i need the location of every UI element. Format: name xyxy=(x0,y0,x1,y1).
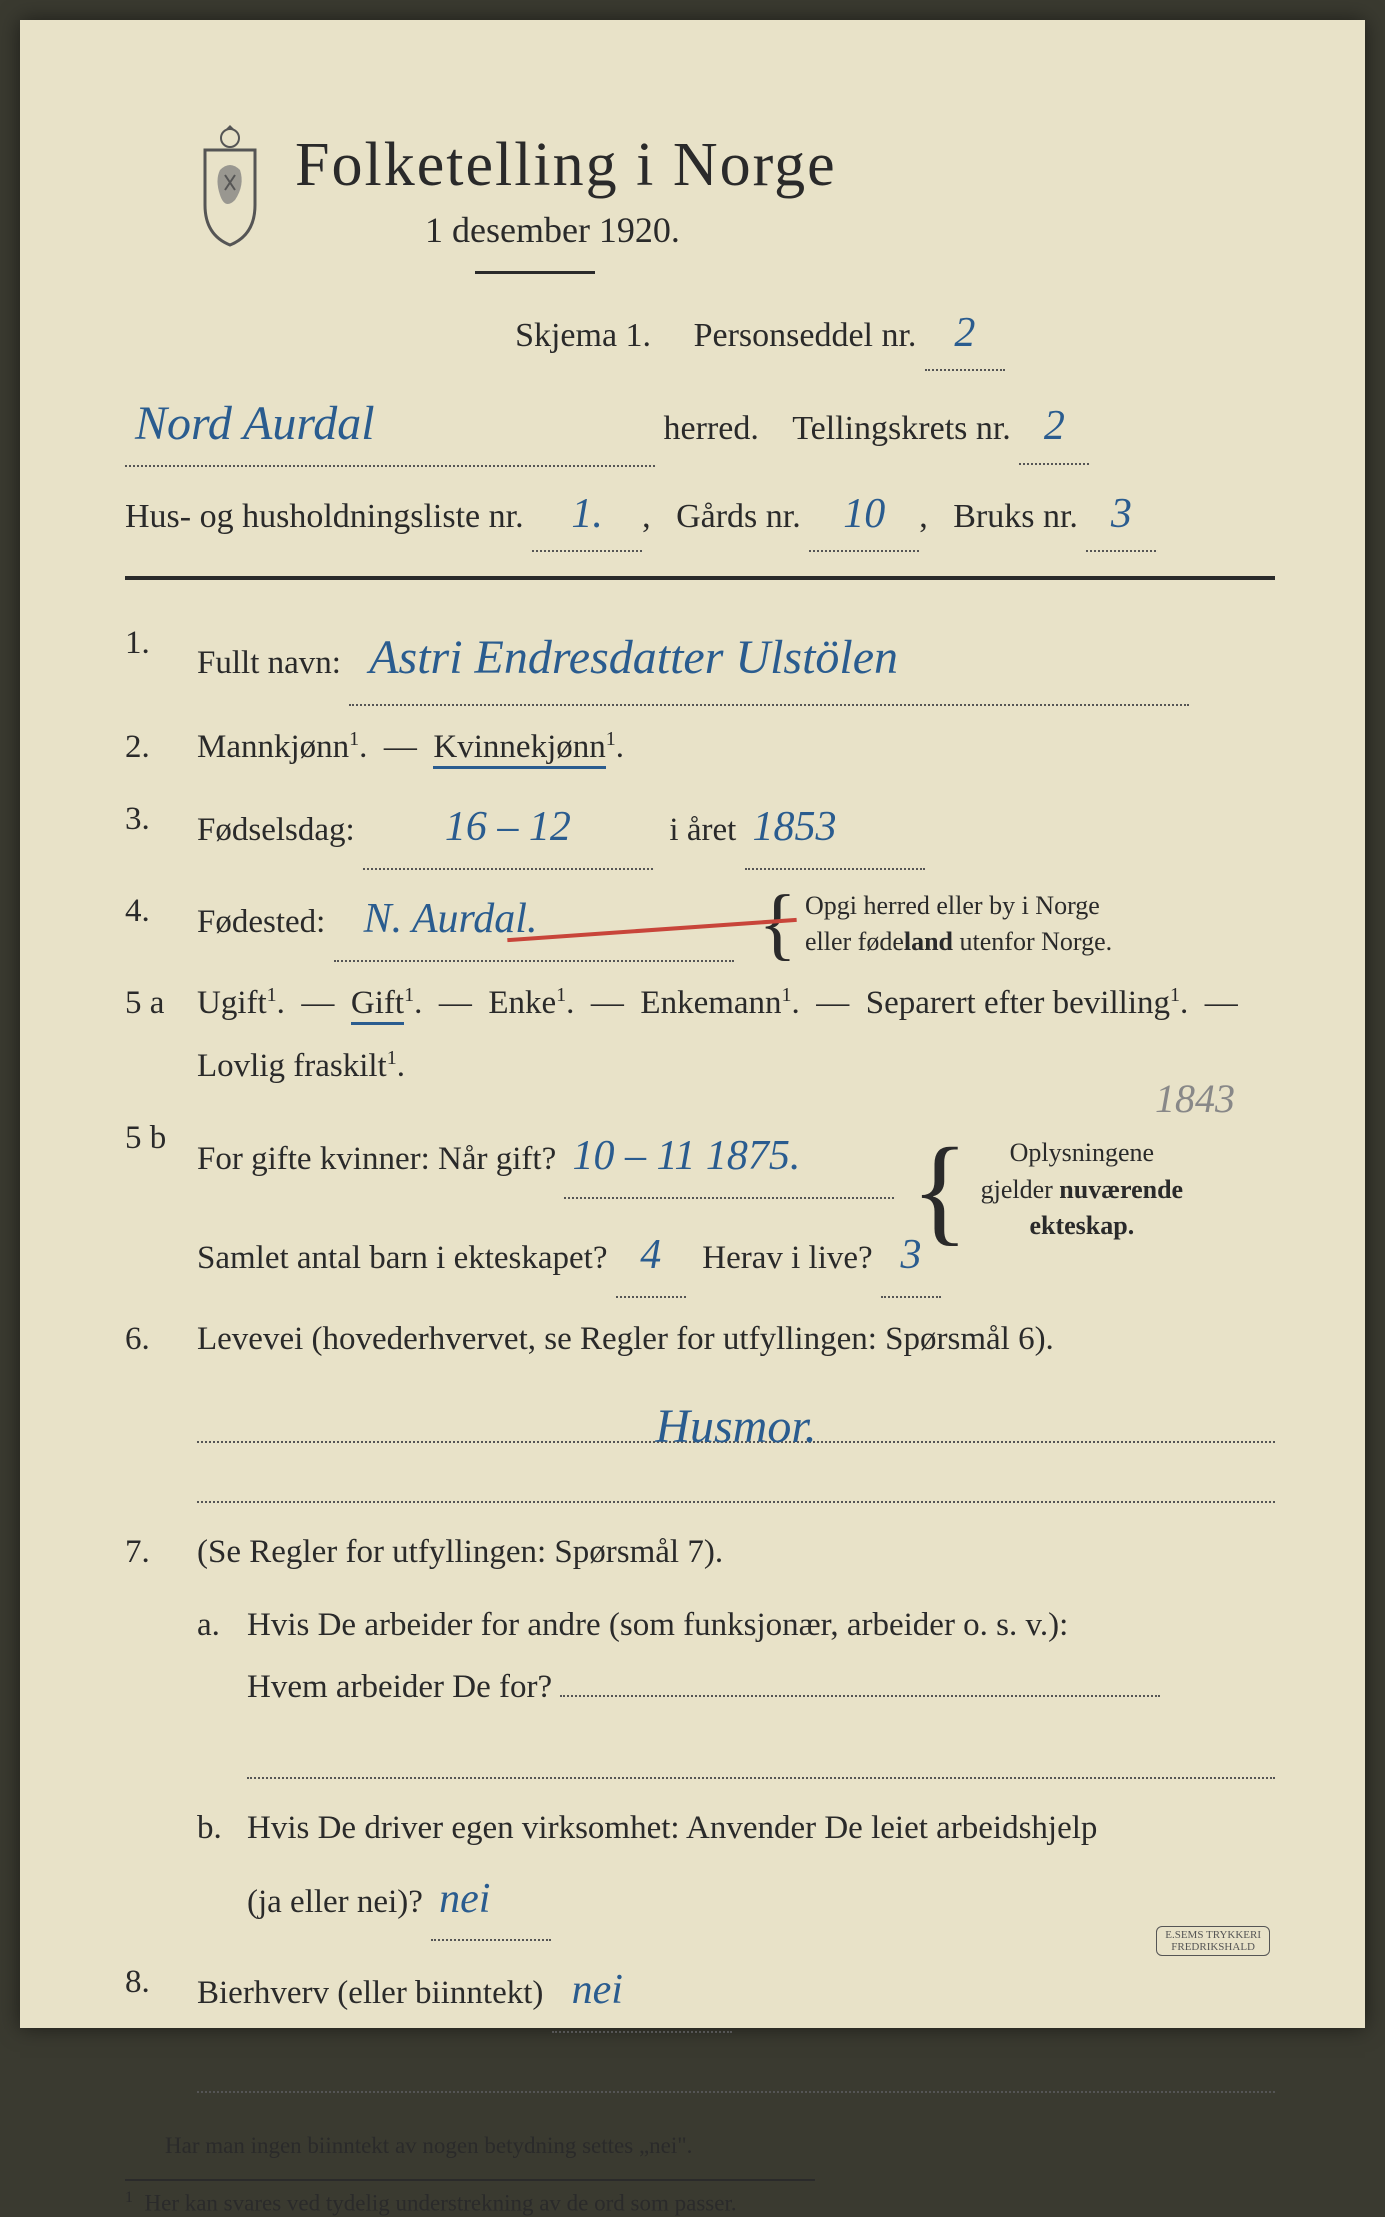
q1: 1. Fullt navn: Astri Endresdatter Ulstöl… xyxy=(125,612,1275,705)
footnote-num: 1 xyxy=(125,2189,133,2206)
q1-label: Fullt navn: xyxy=(197,645,341,681)
bruks-value: 3 xyxy=(1111,491,1132,537)
q2-num: 2. xyxy=(125,716,197,779)
q3: 3. Fødselsdag: 16 – 12 i året 1853 xyxy=(125,788,1275,870)
q3-num: 3. xyxy=(125,788,197,870)
q8-extra-line xyxy=(197,2043,1275,2093)
q7-num: 7. xyxy=(125,1521,197,1584)
husliste-label: Hus- og husholdningsliste nr. xyxy=(125,498,524,535)
q5b-heravlabel: Herav i live? xyxy=(702,1240,872,1276)
q7a-extra-line xyxy=(247,1729,1275,1779)
herred-label: herred. xyxy=(664,410,759,447)
printer-stamp: E.SEMS TRYKKERI FREDRIKSHALD xyxy=(1156,1926,1270,1956)
q5b-side1: Oplysningene xyxy=(1010,1138,1154,1167)
herred-value: Nord Aurdal xyxy=(135,397,375,450)
census-form-page: Folketelling i Norge 1 desember 1920. Sk… xyxy=(20,20,1365,2028)
q7a-sub: Hvem arbeider De for? xyxy=(247,1669,552,1705)
q4-side2c: utenfor Norge. xyxy=(953,927,1112,956)
footer-pretext: Har man ingen biinntekt av nogen betydni… xyxy=(165,2133,1275,2159)
q7a-num: a. xyxy=(197,1594,247,1719)
q4-side2a: eller føde xyxy=(805,927,904,956)
title-block: Folketelling i Norge 1 desember 1920. xyxy=(305,130,1275,251)
tellingskrets-label: Tellingskrets nr. xyxy=(792,410,1011,447)
q5b-label: For gifte kvinner: Når gift? xyxy=(197,1141,556,1177)
q6-extra-line xyxy=(197,1453,1275,1503)
q7: 7. (Se Regler for utfyllingen: Spørsmål … xyxy=(125,1521,1275,1584)
q6-num: 6. xyxy=(125,1308,197,1443)
q8-value: nei xyxy=(572,1967,623,2013)
q5b-side2a: gjelder xyxy=(981,1175,1060,1204)
q3-year: 1853 xyxy=(753,804,837,850)
main-title: Folketelling i Norge xyxy=(295,130,1275,201)
q5a-num: 5 a xyxy=(125,972,197,1097)
title-divider xyxy=(475,271,595,274)
q5b-num: 5 b xyxy=(125,1107,197,1298)
q1-num: 1. xyxy=(125,612,197,705)
q5a-separert: Separert efter bevilling xyxy=(866,985,1170,1021)
bruks-label: Bruks nr. xyxy=(953,498,1078,535)
stamp-line2: FREDRIKSHALD xyxy=(1165,1941,1261,1953)
q2-kvinne: Kvinnekjønn xyxy=(433,729,605,769)
q5b-barn: 4 xyxy=(640,1232,661,1278)
q4-side2b: land xyxy=(904,927,953,956)
q5a-ugift: Ugift xyxy=(197,985,267,1021)
herred-line: Nord Aurdal herred. Tellingskrets nr. 2 xyxy=(125,383,1275,467)
footnote: 1 Her kan svares ved tydelig understrekn… xyxy=(125,2179,815,2217)
q7b-label: Hvis De driver egen virksomhet: Anvender… xyxy=(247,1810,1097,1846)
q4-label: Fødested: xyxy=(197,904,325,940)
q4: 4. Fødested: N. Aurdal. { Opgi herred el… xyxy=(125,880,1275,962)
q2-mann: Mannkjønn xyxy=(197,729,349,765)
q7b-num: b. xyxy=(197,1797,247,1941)
husliste-value: 1. xyxy=(571,491,603,537)
q7a: a. Hvis De arbeider for andre (som funks… xyxy=(197,1594,1275,1719)
q8-num: 8. xyxy=(125,1951,197,2033)
q3-label: Fødselsdag: xyxy=(197,812,355,848)
q5b: 5 b 1843 For gifte kvinner: Når gift? 10… xyxy=(125,1107,1275,1298)
stamp-line1: E.SEMS TRYKKERI xyxy=(1165,1929,1261,1941)
q7b: b. Hvis De driver egen virksomhet: Anven… xyxy=(197,1797,1275,1941)
footnote-text: Her kan svares ved tydelig understreknin… xyxy=(145,2191,737,2216)
coat-of-arms-icon xyxy=(185,120,275,250)
q5a: 5 a Ugift1. — Gift1. — Enke1. — Enkemann… xyxy=(125,972,1275,1097)
q7b-sub: (ja eller nei)? xyxy=(247,1884,423,1920)
skjema-label: Skjema 1. xyxy=(515,317,651,354)
subtitle: 1 desember 1920. xyxy=(425,209,1275,251)
section-divider xyxy=(125,576,1275,580)
q5a-enke: Enke xyxy=(488,985,556,1021)
q6-label: Levevei (hovederhvervet, se Regler for u… xyxy=(197,1321,1054,1357)
husliste-line: Hus- og husholdningsliste nr. 1., Gårds … xyxy=(125,479,1275,552)
q6-value: Husmor. xyxy=(655,1400,816,1453)
tellingskrets-value: 2 xyxy=(1044,403,1065,449)
personseddel-label: Personseddel nr. xyxy=(694,317,917,354)
q5a-enkemann: Enkemann xyxy=(640,985,781,1021)
q5a-lovlig: Lovlig fraskilt xyxy=(197,1048,387,1084)
q4-value: N. Aurdal. xyxy=(364,896,538,942)
q1-value: Astri Endresdatter Ulstölen xyxy=(369,631,898,684)
q7a-label: Hvis De arbeider for andre (som funksjon… xyxy=(247,1607,1068,1643)
q4-side1: Opgi herred eller by i Norge xyxy=(805,891,1100,920)
q5b-side3: ekteskap. xyxy=(1029,1211,1134,1240)
q5a-gift: Gift xyxy=(351,985,404,1025)
q2: 2. Mannkjønn1. — Kvinnekjønn1. xyxy=(125,716,1275,779)
q5b-barnlabel: Samlet antal barn i ekteskapet? xyxy=(197,1240,608,1276)
q7-label: (Se Regler for utfyllingen: Spørsmål 7). xyxy=(197,1534,723,1570)
header: Folketelling i Norge 1 desember 1920. xyxy=(185,130,1275,251)
gards-value: 10 xyxy=(843,491,885,537)
q6: 6. Levevei (hovederhvervet, se Regler fo… xyxy=(125,1308,1275,1443)
q7b-value: nei xyxy=(439,1876,490,1922)
q5b-giftdate: 10 – 11 1875. xyxy=(572,1133,800,1179)
q3-day: 16 – 12 xyxy=(445,804,571,850)
q5b-pencil: 1843 xyxy=(1155,1061,1235,1137)
q8: 8. Bierhverv (eller biinntekt) nei xyxy=(125,1951,1275,2033)
q3-yearlabel: i året xyxy=(669,812,736,848)
q5b-side2b: nuværende xyxy=(1059,1175,1183,1204)
gards-label: Gårds nr. xyxy=(676,498,801,535)
q8-label: Bierhverv (eller biinntekt) xyxy=(197,1975,543,2011)
skjema-line: Skjema 1. Personseddel nr. 2 xyxy=(245,298,1275,371)
q4-num: 4. xyxy=(125,880,197,962)
personseddel-value: 2 xyxy=(954,310,975,356)
